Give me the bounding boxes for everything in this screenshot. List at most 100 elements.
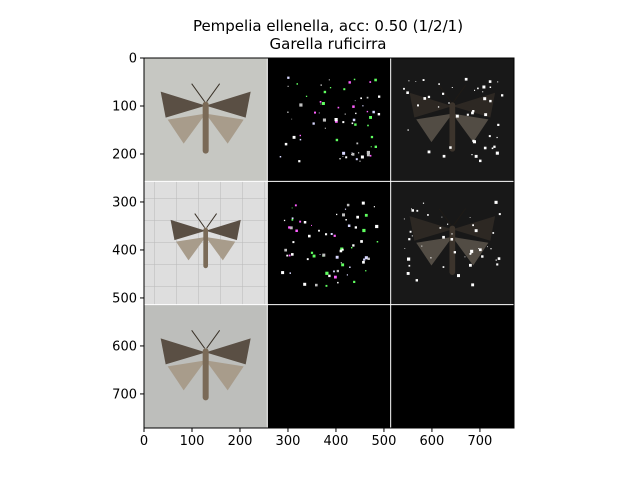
- saliency-speck: [448, 102, 449, 103]
- saliency-speck: [321, 84, 322, 85]
- saliency-speck: [299, 103, 302, 106]
- saliency-speck: [345, 156, 347, 158]
- saliency-speck: [286, 255, 288, 257]
- saliency-speck: [336, 214, 337, 215]
- saliency-speck: [356, 143, 358, 145]
- saliency-speck: [368, 258, 370, 260]
- saliency-speck: [416, 279, 418, 281]
- saliency-speck: [318, 230, 320, 232]
- x-tick-label: 100: [180, 434, 205, 449]
- saliency-speck: [471, 283, 474, 286]
- saliency-speck: [353, 281, 355, 283]
- saliency-speck: [360, 97, 362, 99]
- cell-background: [267, 305, 390, 428]
- saliency-speck: [465, 78, 468, 81]
- saliency-speck: [293, 136, 296, 139]
- x-tick-label: 0: [140, 434, 148, 449]
- saliency-speck: [292, 217, 294, 219]
- saliency-speck: [442, 217, 443, 218]
- saliency-speck: [443, 266, 445, 268]
- saliency-speck: [307, 258, 309, 260]
- saliency-speck: [482, 91, 483, 92]
- saliency-speck: [352, 105, 355, 108]
- saliency-speck: [378, 96, 380, 98]
- saliency-speck: [339, 158, 340, 159]
- saliency-speck: [410, 231, 412, 233]
- saliency-speck: [374, 206, 375, 207]
- saliency-speck: [356, 158, 358, 160]
- saliency-speck: [341, 262, 342, 263]
- saliency-speck: [341, 263, 344, 266]
- saliency-speck: [482, 86, 485, 89]
- cell-background: [267, 58, 390, 181]
- saliency-speck: [342, 249, 344, 251]
- saliency-speck: [362, 229, 365, 232]
- saliency-speck: [369, 116, 372, 119]
- saliency-speck: [408, 238, 410, 240]
- saliency-speck: [352, 153, 355, 156]
- saliency-speck: [342, 152, 345, 155]
- saliency-speck: [474, 90, 475, 91]
- x-axis: 0 100 200 300 400 500 600 700: [140, 428, 492, 449]
- moth-body: [203, 102, 209, 154]
- saliency-speck: [412, 235, 413, 236]
- saliency-speck: [415, 81, 416, 82]
- saliency-speck: [347, 204, 350, 207]
- saliency-speck: [291, 253, 294, 256]
- saliency-speck: [290, 272, 292, 274]
- saliency-speck: [489, 100, 491, 102]
- grid-cell-r1-c1: [267, 181, 390, 304]
- saliency-speck: [442, 93, 444, 95]
- saliency-speck: [496, 263, 498, 265]
- saliency-speck: [295, 230, 298, 233]
- saliency-speck: [292, 241, 294, 243]
- saliency-speck: [495, 201, 498, 204]
- saliency-speck: [299, 221, 301, 223]
- saliency-speck: [284, 249, 287, 252]
- saliency-speck: [336, 139, 338, 141]
- saliency-speck: [442, 236, 445, 239]
- saliency-speck: [342, 121, 344, 123]
- saliency-speck: [375, 146, 377, 148]
- saliency-speck: [367, 125, 369, 127]
- saliency-speck: [367, 151, 370, 154]
- saliency-speck: [351, 247, 352, 248]
- saliency-speck: [303, 283, 306, 286]
- saliency-speck: [423, 79, 425, 81]
- saliency-speck: [345, 114, 346, 115]
- saliency-speck: [497, 137, 498, 138]
- saliency-speck: [428, 96, 430, 98]
- grid-cell-r1-c0: [144, 181, 267, 304]
- saliency-speck: [492, 148, 494, 150]
- saliency-speck: [349, 267, 351, 269]
- grid-cell-r2-c1: [267, 305, 390, 428]
- saliency-speck: [287, 77, 289, 79]
- saliency-speck: [352, 123, 354, 125]
- saliency-speck: [377, 241, 379, 243]
- y-tick-label: 600: [112, 339, 137, 354]
- saliency-speck: [325, 272, 328, 275]
- saliency-speck: [440, 227, 442, 229]
- saliency-speck: [454, 251, 456, 253]
- saliency-speck: [472, 224, 474, 226]
- saliency-speck: [467, 114, 469, 116]
- saliency-speck: [326, 285, 328, 287]
- saliency-speck: [306, 96, 307, 97]
- saliency-speck: [374, 79, 377, 82]
- cell-background: [391, 305, 514, 428]
- saliency-speck: [325, 233, 327, 235]
- saliency-speck: [328, 275, 330, 277]
- saliency-speck: [335, 118, 338, 121]
- saliency-speck: [490, 87, 492, 89]
- saliency-speck: [281, 271, 284, 274]
- saliency-speck: [471, 154, 472, 155]
- saliency-speck: [484, 113, 487, 116]
- saliency-speck: [347, 274, 348, 275]
- saliency-speck: [497, 124, 499, 126]
- saliency-speck: [334, 276, 337, 279]
- saliency-speck: [343, 156, 344, 157]
- saliency-speck: [323, 119, 326, 122]
- saliency-speck: [493, 146, 495, 148]
- saliency-speck: [287, 112, 288, 113]
